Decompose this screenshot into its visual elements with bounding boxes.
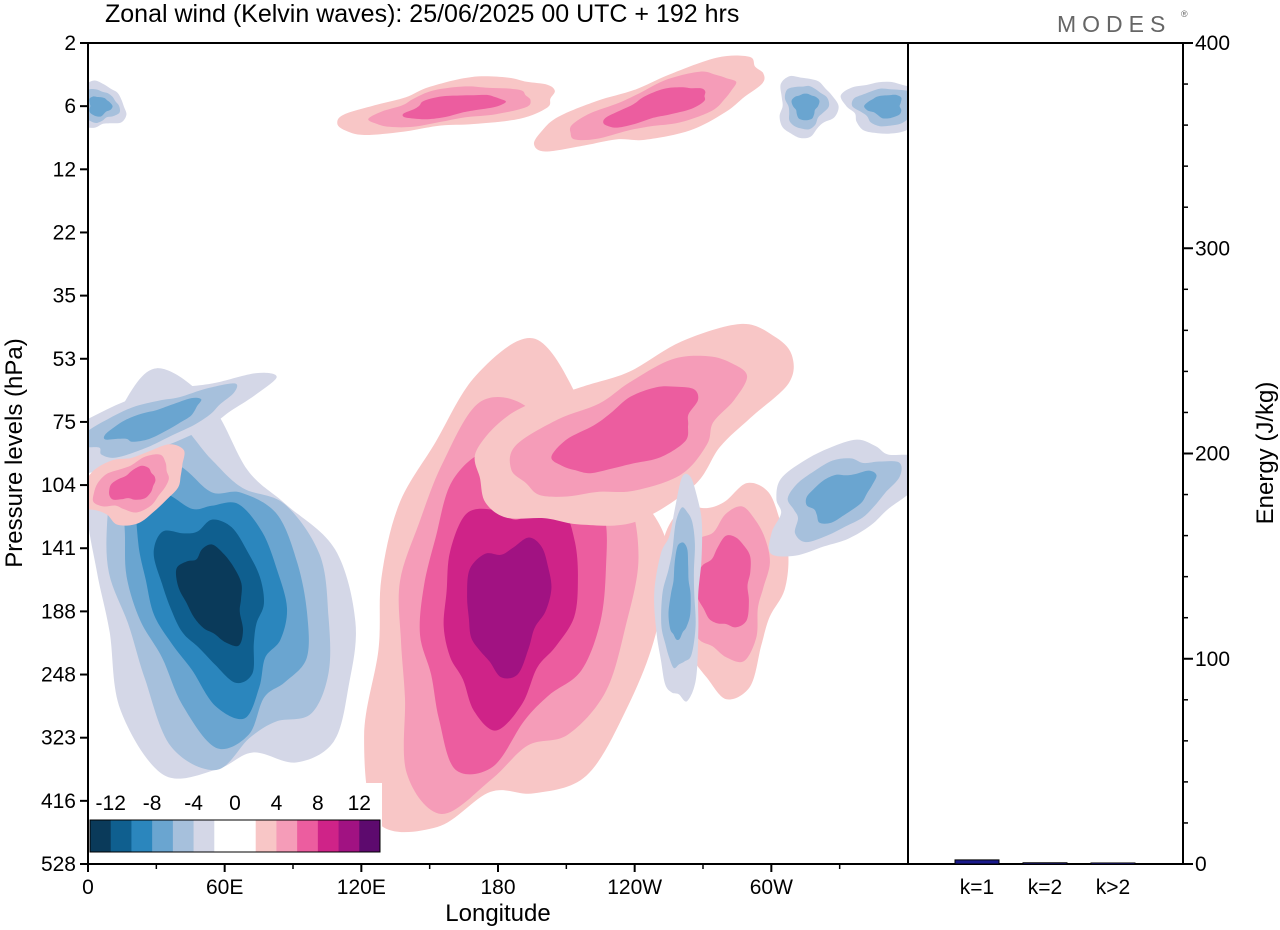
logo-text: MODES xyxy=(1057,11,1171,37)
energy-tick-label: 400 xyxy=(1195,32,1230,55)
colorbar-swatch xyxy=(297,820,319,852)
x-tick-label: 120W xyxy=(607,876,662,899)
contour-band xyxy=(864,94,902,119)
contour-band xyxy=(103,397,202,442)
colorbar-swatch xyxy=(235,820,257,852)
modes-logo: MODES ® xyxy=(1057,9,1188,37)
contour-band xyxy=(668,542,691,641)
colorbar-swatch xyxy=(255,820,277,852)
x-axis: 0 60E 120E 180 120W 60W xyxy=(82,864,841,899)
easterly-anomaly-1 xyxy=(88,368,356,779)
colorbar-swatch xyxy=(338,820,360,852)
westerly-anomaly-9 xyxy=(533,55,765,152)
easterly-anomaly-6 xyxy=(768,439,908,557)
colorbar-label: 0 xyxy=(229,792,241,815)
easterly-anomaly-11 xyxy=(88,80,127,128)
x-tick-label: 180 xyxy=(480,876,515,899)
easterly-anomaly-7 xyxy=(88,372,277,474)
chart-title: Zonal wind (Kelvin waves): 25/06/2025 00… xyxy=(105,0,739,28)
easterly-anomaly-5 xyxy=(654,473,703,702)
colorbar-swatch xyxy=(152,820,174,852)
y-tick-label: 188 xyxy=(41,600,76,623)
colorbar-swatch xyxy=(359,820,381,852)
contour-band xyxy=(694,535,751,628)
energy-axis-title: Energy (J/kg) xyxy=(1252,382,1279,525)
energy-category-label: k=2 xyxy=(1028,876,1062,899)
energy-tick-label: 300 xyxy=(1195,237,1230,260)
hovmoller-panel: -12 -8 -4 0 4 8 12 0 60E 120E 180 120W 60W 2 6 12 22 35… xyxy=(1,32,909,927)
energy-category-label: k>2 xyxy=(1096,876,1130,899)
colorbar-swatch xyxy=(317,820,340,852)
y-tick-label: 53 xyxy=(53,348,76,371)
westerly-anomaly-3 xyxy=(474,323,794,526)
contour-band xyxy=(805,470,877,524)
energy-tick-label: 200 xyxy=(1195,443,1230,466)
x-axis-title: Longitude xyxy=(445,900,550,927)
contour-band xyxy=(402,94,507,120)
contour-band xyxy=(109,465,156,500)
colorbar-label: 4 xyxy=(271,792,283,815)
y-tick-label: 22 xyxy=(53,221,76,244)
contour-band xyxy=(551,386,699,474)
westerly-anomaly-8 xyxy=(88,444,185,526)
y-tick-label: 323 xyxy=(41,727,76,750)
energy-tick-label: 0 xyxy=(1195,853,1207,876)
y-tick-label: 416 xyxy=(41,790,76,813)
x-tick-label: 60W xyxy=(750,876,793,899)
easterly-anomaly-12 xyxy=(779,75,839,139)
colorbar-swatch xyxy=(110,820,132,852)
energy-category-label: k=1 xyxy=(960,876,994,899)
colorbar-label: -8 xyxy=(143,792,162,815)
colorbar-label: -4 xyxy=(184,792,203,815)
colorbar-swatch xyxy=(90,820,112,852)
y-tick-label: 35 xyxy=(53,285,76,308)
y-tick-label: 528 xyxy=(41,853,76,876)
energy-x-categories: k=1 k=2 k>2 xyxy=(960,876,1130,899)
colorbar-swatch xyxy=(276,820,298,852)
colorbar-frame xyxy=(89,819,381,853)
colorbar-swatch xyxy=(131,820,153,852)
y-axis-title: Pressure levels (hPa) xyxy=(1,338,28,567)
contour-band xyxy=(603,87,706,128)
contour-fill-layer xyxy=(88,55,908,833)
energy-bar-2 xyxy=(1022,862,1068,865)
y-tick-label: 75 xyxy=(53,411,76,434)
colorbar-label: 12 xyxy=(348,792,371,815)
colorbar-swatch xyxy=(214,820,236,852)
westerly-anomaly-10 xyxy=(337,76,555,136)
energy-bar-1 xyxy=(954,859,1000,865)
y-tick-label: 2 xyxy=(64,32,76,55)
energy-tick-label: 100 xyxy=(1195,648,1230,671)
x-tick-label: 0 xyxy=(82,876,94,899)
energy-bar-3 xyxy=(1090,862,1136,865)
colorbar: -12 -8 -4 0 4 8 12 xyxy=(88,783,382,855)
y-tick-label: 248 xyxy=(41,664,76,687)
colorbar-label: -12 xyxy=(96,792,126,815)
y-tick-label: 141 xyxy=(41,537,76,560)
easterly-anomaly-13 xyxy=(840,81,908,134)
colorbar-swatch xyxy=(193,820,215,852)
colorbar-label: 8 xyxy=(312,792,324,815)
energy-y-axis: 0 100 200 300 400 xyxy=(1183,32,1230,876)
y-tick-label: 6 xyxy=(64,95,76,118)
energy-panel: 0 100 200 300 400 k=1 k=2 k>2 Energy (J/kg) xyxy=(908,32,1279,899)
contour-band xyxy=(175,544,244,647)
energy-bars xyxy=(954,859,1136,865)
contour-band xyxy=(467,537,552,679)
logo-registered-mark: ® xyxy=(1181,9,1188,19)
colorbar-swatch xyxy=(172,820,195,852)
x-tick-label: 60E xyxy=(206,876,243,899)
y-tick-label: 12 xyxy=(53,158,76,181)
contour-band xyxy=(791,93,820,121)
x-tick-label: 120E xyxy=(337,876,386,899)
contour-band xyxy=(89,96,113,117)
y-tick-label: 104 xyxy=(41,474,76,497)
y-axis: 2 6 12 22 35 53 75 104 141 188 248 323 416 528 xyxy=(41,32,88,876)
